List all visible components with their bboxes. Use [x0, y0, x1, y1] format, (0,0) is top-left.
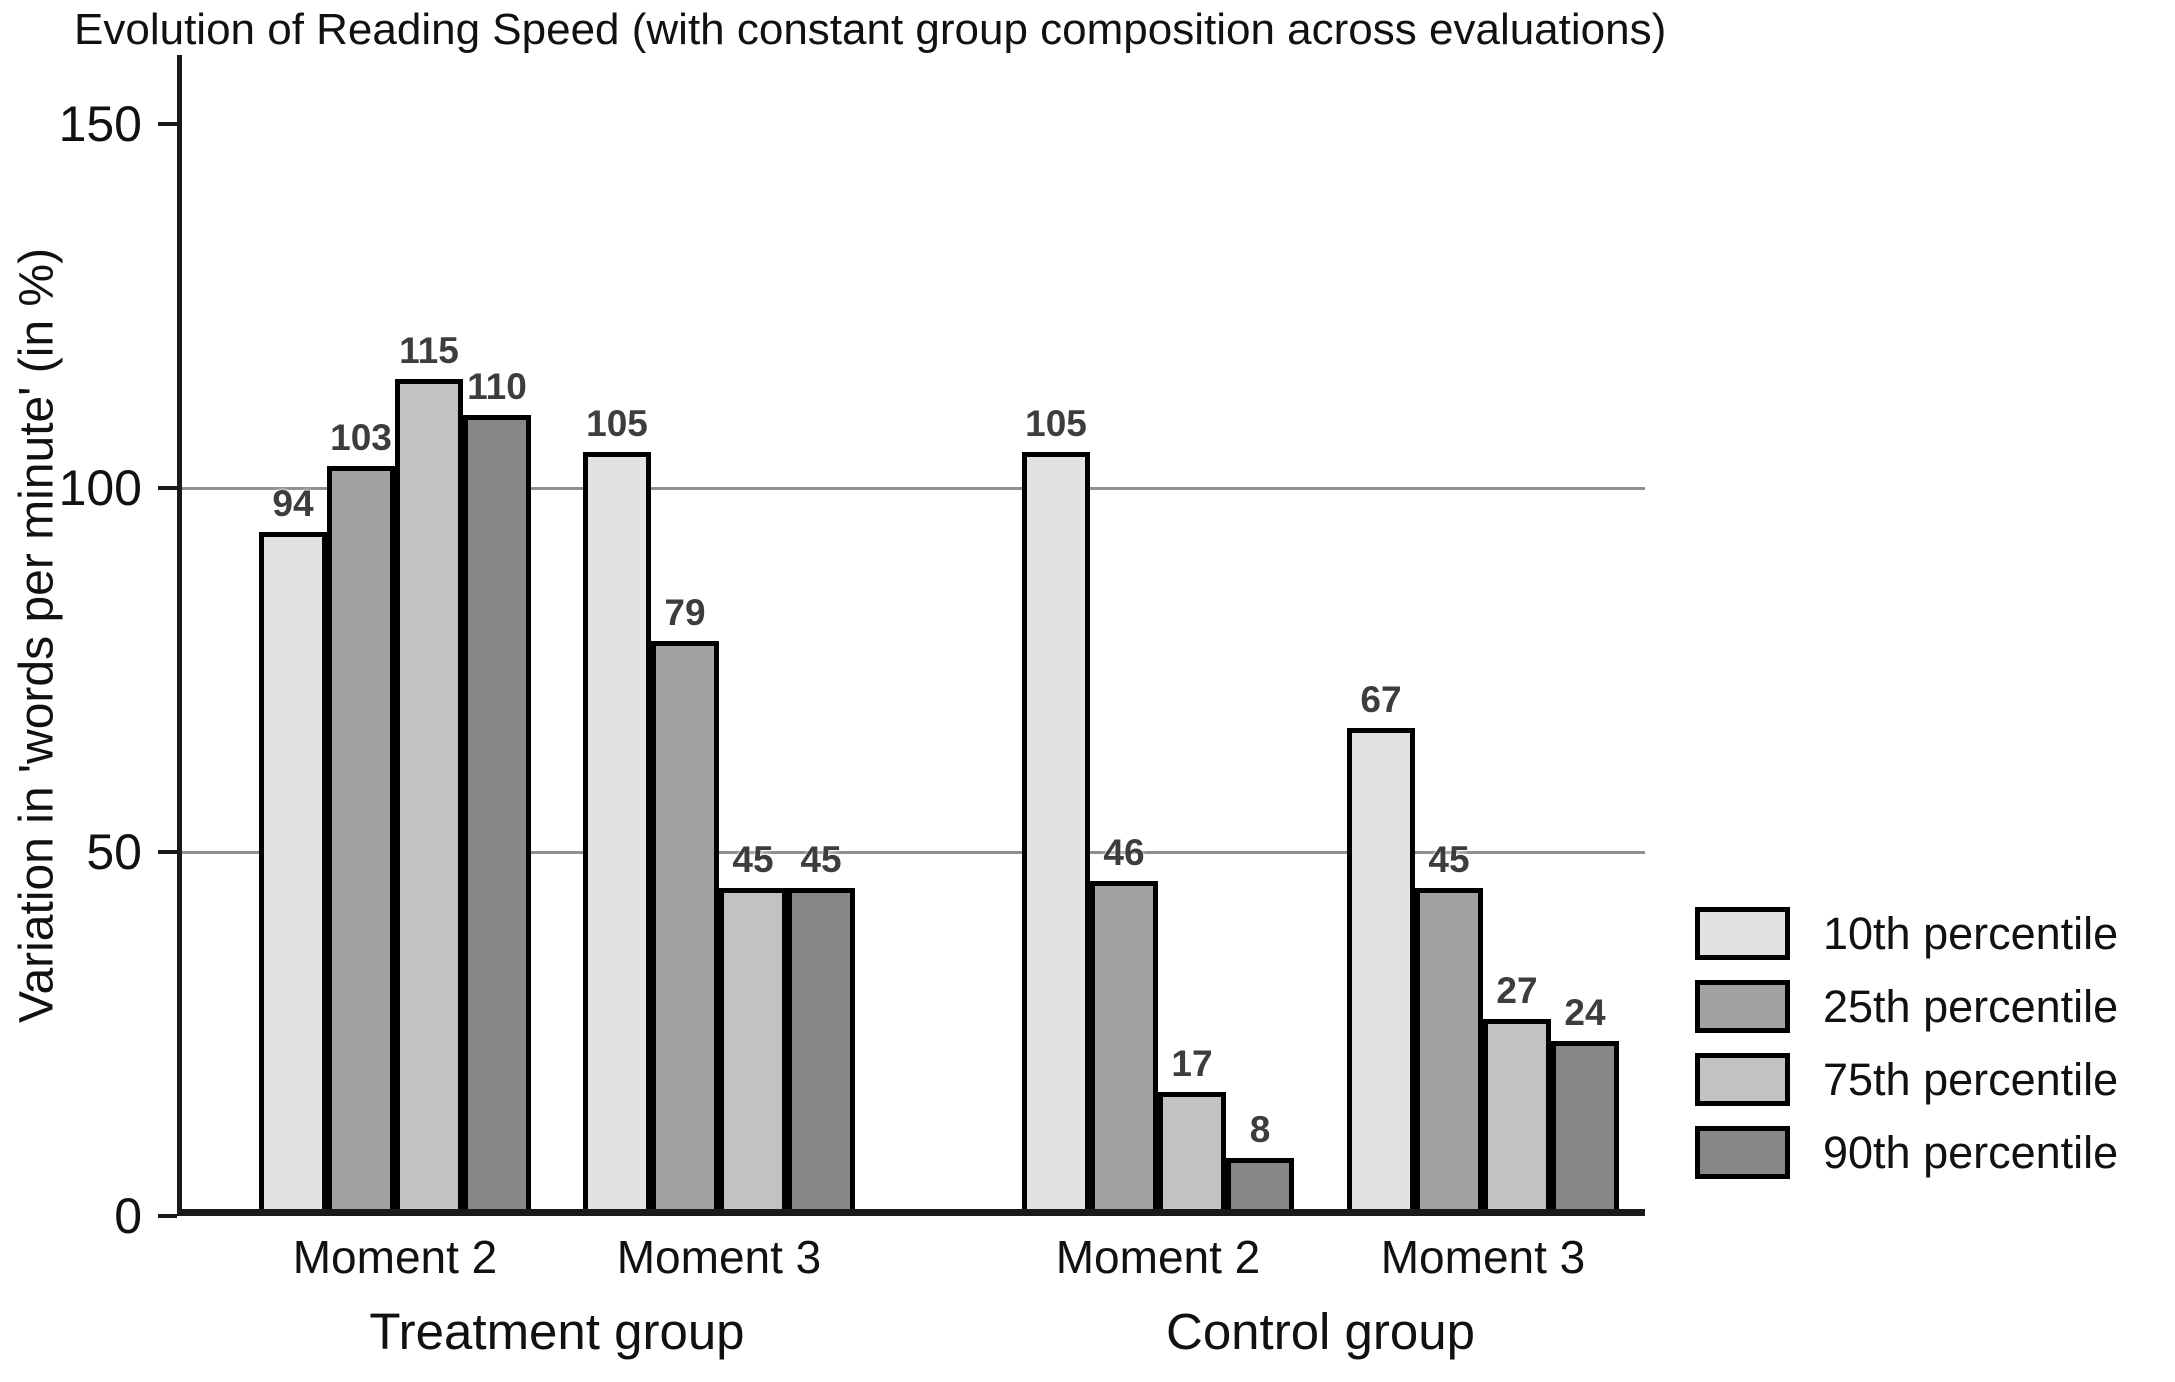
x-category-label-0: Moment 2 [292, 1231, 498, 1283]
bar-value-label: 27 [1496, 970, 1538, 1012]
bar-10th-percentile-moment-2-2 [1022, 451, 1090, 1216]
x-category-label-3: Moment 3 [1380, 1231, 1586, 1283]
bar-75th-percentile-moment-2-2 [1158, 1092, 1226, 1216]
group-label-treatment-group: Treatment group [369, 1303, 745, 1360]
bar-25th-percentile-moment-2-0 [327, 466, 395, 1216]
y-axis-tick-label-100: 100 [58, 460, 142, 516]
y-axis-tick-150 [158, 122, 177, 126]
bar-25th-percentile-moment-2-2 [1090, 881, 1158, 1216]
legend: 10th percentile 25th percentile 75th perce… [1695, 907, 2118, 1199]
bar-value-label: 115 [399, 329, 459, 371]
y-axis-tick-label-150: 150 [58, 96, 142, 152]
bar-75th-percentile-moment-3-3 [1483, 1019, 1551, 1216]
bar-75th-percentile-moment-3-1 [719, 888, 787, 1216]
legend-swatch-10th-percentile [1695, 907, 1790, 960]
bar-10th-percentile-moment-2-0 [259, 531, 327, 1216]
bar-value-label: 110 [467, 366, 527, 408]
bar-25th-percentile-moment-3-3 [1415, 888, 1483, 1216]
legend-label: 75th percentile [1823, 1053, 2119, 1105]
x-category-label-2: Moment 2 [1055, 1231, 1261, 1283]
bar-value-label: 17 [1171, 1043, 1213, 1085]
bar-value-label: 8 [1249, 1108, 1271, 1150]
bar-90th-percentile-moment-2-2 [1226, 1157, 1294, 1216]
group-label-control-group: Control group [1165, 1303, 1475, 1360]
bar-value-label: 45 [800, 839, 842, 881]
gridline-100 [179, 486, 1645, 490]
bar-value-label: 46 [1103, 832, 1145, 874]
chart-title: Evolution of Reading Speed (with constan… [74, 5, 1667, 54]
y-axis-tick-label-0: 0 [114, 1188, 142, 1244]
bar-value-label: 67 [1360, 679, 1402, 721]
legend-swatch-75th-percentile [1695, 1053, 1790, 1106]
y-axis-title: Variation in 'words per minute' (in %) [10, 247, 64, 1024]
bar-90th-percentile-moment-3-1 [787, 888, 855, 1216]
legend-item-10th-percentile: 10th percentile [1695, 907, 2118, 960]
bar-75th-percentile-moment-2-0 [395, 378, 463, 1216]
gridline-50 [179, 850, 1645, 854]
legend-label: 25th percentile [1823, 980, 2119, 1032]
plot-area: 0 50 100 150 94 103 115 110 Moment 2 105 79 45 45 Mom… [59, 55, 1645, 1360]
legend-item-90th-percentile: 90th percentile [1695, 1126, 2118, 1179]
legend-label: 90th percentile [1823, 1126, 2119, 1178]
y-axis-tick-label-50: 50 [86, 824, 142, 880]
bar-value-label: 105 [1025, 402, 1087, 444]
legend-swatch-90th-percentile [1695, 1126, 1790, 1179]
x-category-label-1: Moment 3 [616, 1231, 822, 1283]
y-axis-tick-0 [158, 1214, 177, 1218]
bar-25th-percentile-moment-3-1 [651, 640, 719, 1216]
bar-value-label: 94 [272, 482, 314, 524]
bar-90th-percentile-moment-2-0 [463, 415, 531, 1216]
legend-item-25th-percentile: 25th percentile [1695, 980, 2118, 1033]
legend-swatch-25th-percentile [1695, 980, 1790, 1033]
bar-90th-percentile-moment-3-3 [1551, 1041, 1619, 1216]
legend-label: 10th percentile [1823, 907, 2119, 959]
bar-value-label: 105 [586, 402, 648, 444]
bar-value-label: 45 [732, 839, 774, 881]
bar-value-label: 103 [330, 417, 392, 459]
y-axis-tick-100 [158, 486, 177, 490]
bar-value-label: 45 [1428, 839, 1470, 881]
bar-value-label: 24 [1564, 992, 1606, 1034]
x-axis-line [177, 1209, 1645, 1216]
bar-value-label: 79 [664, 591, 706, 633]
bar-10th-percentile-moment-3-1 [583, 451, 651, 1216]
y-axis-tick-50 [158, 850, 177, 854]
bar-10th-percentile-moment-3-3 [1347, 728, 1415, 1216]
legend-item-75th-percentile: 75th percentile [1695, 1053, 2118, 1106]
y-axis-line [177, 55, 182, 1216]
